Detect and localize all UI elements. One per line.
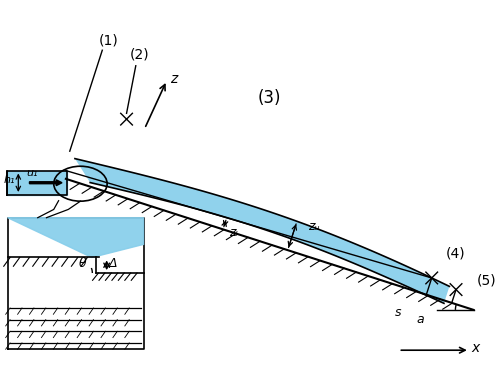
Text: θ: θ	[79, 257, 86, 270]
Polygon shape	[6, 171, 67, 195]
Text: a: a	[416, 313, 424, 326]
Polygon shape	[75, 158, 450, 303]
Text: (1): (1)	[98, 34, 118, 47]
Text: (4): (4)	[446, 247, 465, 261]
Polygon shape	[8, 218, 143, 258]
Text: (3): (3)	[258, 89, 281, 107]
Text: zᵤ: zᵤ	[308, 220, 319, 233]
Text: (5): (5)	[476, 274, 496, 288]
Text: u₁: u₁	[26, 168, 38, 178]
Text: zₗ: zₗ	[229, 226, 238, 239]
Text: Δ: Δ	[108, 257, 117, 270]
Text: x: x	[471, 341, 480, 355]
Text: z: z	[170, 72, 177, 86]
Text: s: s	[395, 306, 402, 319]
Text: (2): (2)	[130, 48, 150, 62]
FancyArrow shape	[30, 180, 62, 186]
Text: h₁: h₁	[4, 175, 15, 185]
